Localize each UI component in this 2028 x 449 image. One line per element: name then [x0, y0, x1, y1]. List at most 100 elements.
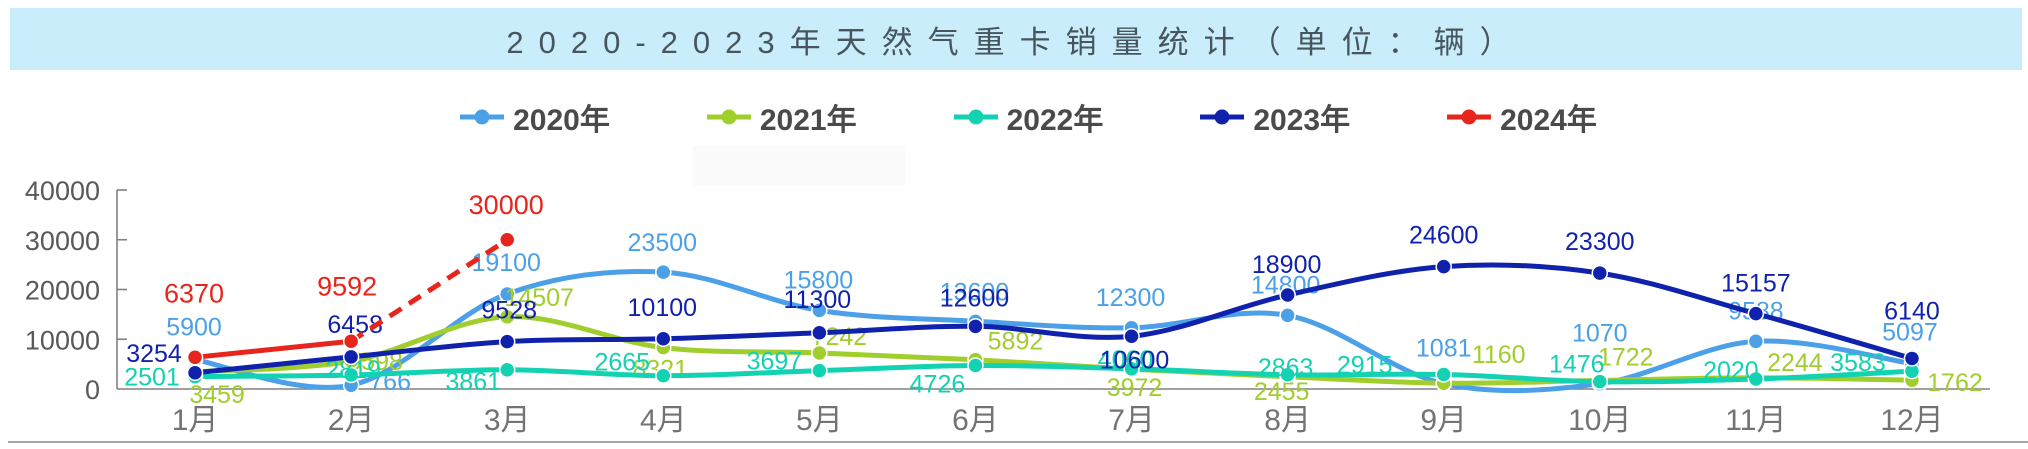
data-label-2023年-4月: 10100	[628, 294, 698, 322]
data-label-2023年-1月: 3254	[126, 340, 182, 368]
series-2024年: 6370 9592 30000	[164, 190, 544, 366]
x-axis-label: 8月	[1264, 404, 1311, 437]
data-point-2020年-3月[interactable]	[498, 285, 516, 303]
data-label-2020年-10月: 1070	[1572, 320, 1628, 348]
data-point-2024年-3月[interactable]	[498, 231, 516, 248]
y-axis-label: 30000	[25, 226, 100, 256]
data-label-2020年-7月: 12300	[1096, 284, 1166, 312]
data-point-2023年-2月[interactable]	[342, 348, 360, 366]
data-label-2022年-7月: 4060	[1098, 346, 1154, 374]
data-label-2020年-4月: 23500	[628, 229, 698, 257]
series-line[interactable]	[192, 362, 1915, 385]
data-label-2023年-3月: 9528	[481, 297, 537, 325]
data-label-2022年-4月: 2665	[594, 349, 650, 377]
data-label-2022年-10月: 1476	[1549, 351, 1605, 379]
data-point-2020年-4月[interactable]	[655, 263, 672, 281]
data-label-2023年-6月: 12600	[940, 284, 1010, 312]
data-point-2023年-7月[interactable]	[1123, 328, 1140, 345]
legend-item-2020年[interactable]: 2020年	[459, 95, 610, 139]
data-label-2023年-9月: 24600	[1409, 222, 1479, 250]
data-point-2022年-11月[interactable]	[1747, 370, 1765, 388]
legend-marker-icon	[1200, 109, 1245, 125]
data-point-2022年-6月[interactable]	[967, 357, 984, 374]
data-label-2020年-3月: 19100	[471, 249, 541, 277]
data-point-2022年-9月[interactable]	[1435, 366, 1452, 383]
data-point-2022年-7月[interactable]	[1123, 360, 1140, 378]
data-point-2022年-10月[interactable]	[1591, 373, 1609, 390]
data-label-2021年-8月: 2455	[1254, 378, 1310, 406]
y-axis-label: 40000	[25, 176, 100, 206]
data-point-2023年-8月[interactable]	[1279, 286, 1296, 304]
data-point-2024年-1月[interactable]	[186, 349, 204, 366]
legend-marker-icon	[953, 109, 998, 125]
x-axis-label: 11月	[1725, 404, 1786, 437]
chart-title-bar: 2020-2023年天然气重卡销量统计（单位：辆）	[10, 8, 2022, 70]
series-line[interactable]	[192, 262, 1915, 376]
data-label-2024年-2月: 9592	[317, 271, 377, 301]
data-label-2022年-8月: 2863	[1258, 354, 1314, 382]
data-label-2021年-9月: 1160	[1472, 341, 1526, 369]
data-label-2023年-12月: 6140	[1884, 297, 1940, 325]
data-point-2023年-5月[interactable]	[811, 324, 828, 342]
data-point-2023年-3月[interactable]	[498, 333, 516, 350]
x-axis-label: 2月	[328, 404, 375, 437]
data-label-2021年-1月: 3459	[189, 381, 245, 409]
data-point-2020年-5月[interactable]	[811, 302, 828, 319]
data-label-2020年-1月: 5900	[166, 314, 222, 342]
data-point-2021年-3月[interactable]	[498, 308, 516, 326]
data-point-2020年-8月[interactable]	[1279, 307, 1296, 324]
data-point-2023年-12月[interactable]	[1903, 350, 1921, 367]
legend-label: 2024年	[1500, 104, 1597, 137]
legend-item-2024年[interactable]: 2024年	[1446, 95, 1597, 139]
data-label-2022年-3月: 3861	[445, 368, 501, 396]
x-axis-label: 5月	[796, 404, 843, 437]
data-label-2020年-5月: 15800	[784, 266, 854, 294]
data-point-2022年-3月[interactable]	[498, 361, 516, 379]
data-point-2020年-11月[interactable]	[1747, 333, 1765, 350]
data-label-2023年-10月: 23300	[1565, 228, 1635, 256]
data-label-2021年-10月: 1722	[1598, 343, 1654, 371]
legend-item-2023年[interactable]: 2023年	[1199, 95, 1350, 139]
bottom-divider	[8, 441, 2028, 443]
x-axis-label: 1月	[172, 404, 219, 437]
data-point-2023年-4月[interactable]	[655, 330, 672, 348]
data-point-2022年-4月[interactable]	[655, 367, 672, 384]
data-label-2022年-12月: 3583	[1830, 349, 1886, 377]
data-point-2023年-11月[interactable]	[1747, 305, 1765, 322]
data-point-2023年-1月[interactable]	[186, 364, 204, 382]
y-axis-label: 20000	[25, 276, 100, 306]
chart-title: 2020-2023年天然气重卡销量统计（单位：辆）	[506, 24, 1526, 60]
legend-item-2022年[interactable]: 2022年	[953, 95, 1103, 139]
x-axis-label: 9月	[1420, 404, 1467, 437]
series-line-forecast[interactable]	[349, 237, 509, 344]
data-label-2024年-3月: 30000	[469, 190, 544, 220]
series-line-solid[interactable]	[194, 338, 352, 360]
x-axis-label: 4月	[640, 404, 687, 437]
legend-label: 2021年	[759, 104, 857, 137]
data-point-2021年-5月[interactable]	[811, 344, 828, 362]
data-label-2023年-8月: 18900	[1252, 251, 1322, 279]
data-point-2023年-9月[interactable]	[1435, 258, 1452, 275]
data-label-2021年-7月: 3972	[1107, 374, 1163, 402]
data-point-2022年-5月[interactable]	[811, 362, 828, 379]
data-label-2020年-9月: 1081	[1416, 335, 1472, 363]
x-axis-label: 7月	[1108, 404, 1155, 437]
y-axis-label: 0	[85, 375, 100, 405]
legend-label: 2023年	[1253, 104, 1351, 137]
data-point-2023年-10月[interactable]	[1591, 264, 1609, 282]
data-label-2020年-6月: 13600	[940, 278, 1010, 306]
data-label-2020年-12月: 5097	[1882, 319, 1938, 347]
data-point-2022年-2月[interactable]	[342, 366, 360, 384]
data-label-2021年-3月: 14507	[504, 284, 574, 312]
data-point-2022年-8月[interactable]	[1279, 366, 1296, 384]
legend-marker-icon	[706, 109, 751, 125]
legend-item-2021年[interactable]: 2021年	[706, 95, 857, 139]
data-point-2024年-2月[interactable]	[342, 333, 360, 350]
data-point-2023年-6月[interactable]	[967, 318, 984, 335]
data-label-2022年-6月: 4726	[910, 370, 966, 398]
data-label-2022年-9月: 2915	[1337, 351, 1393, 379]
